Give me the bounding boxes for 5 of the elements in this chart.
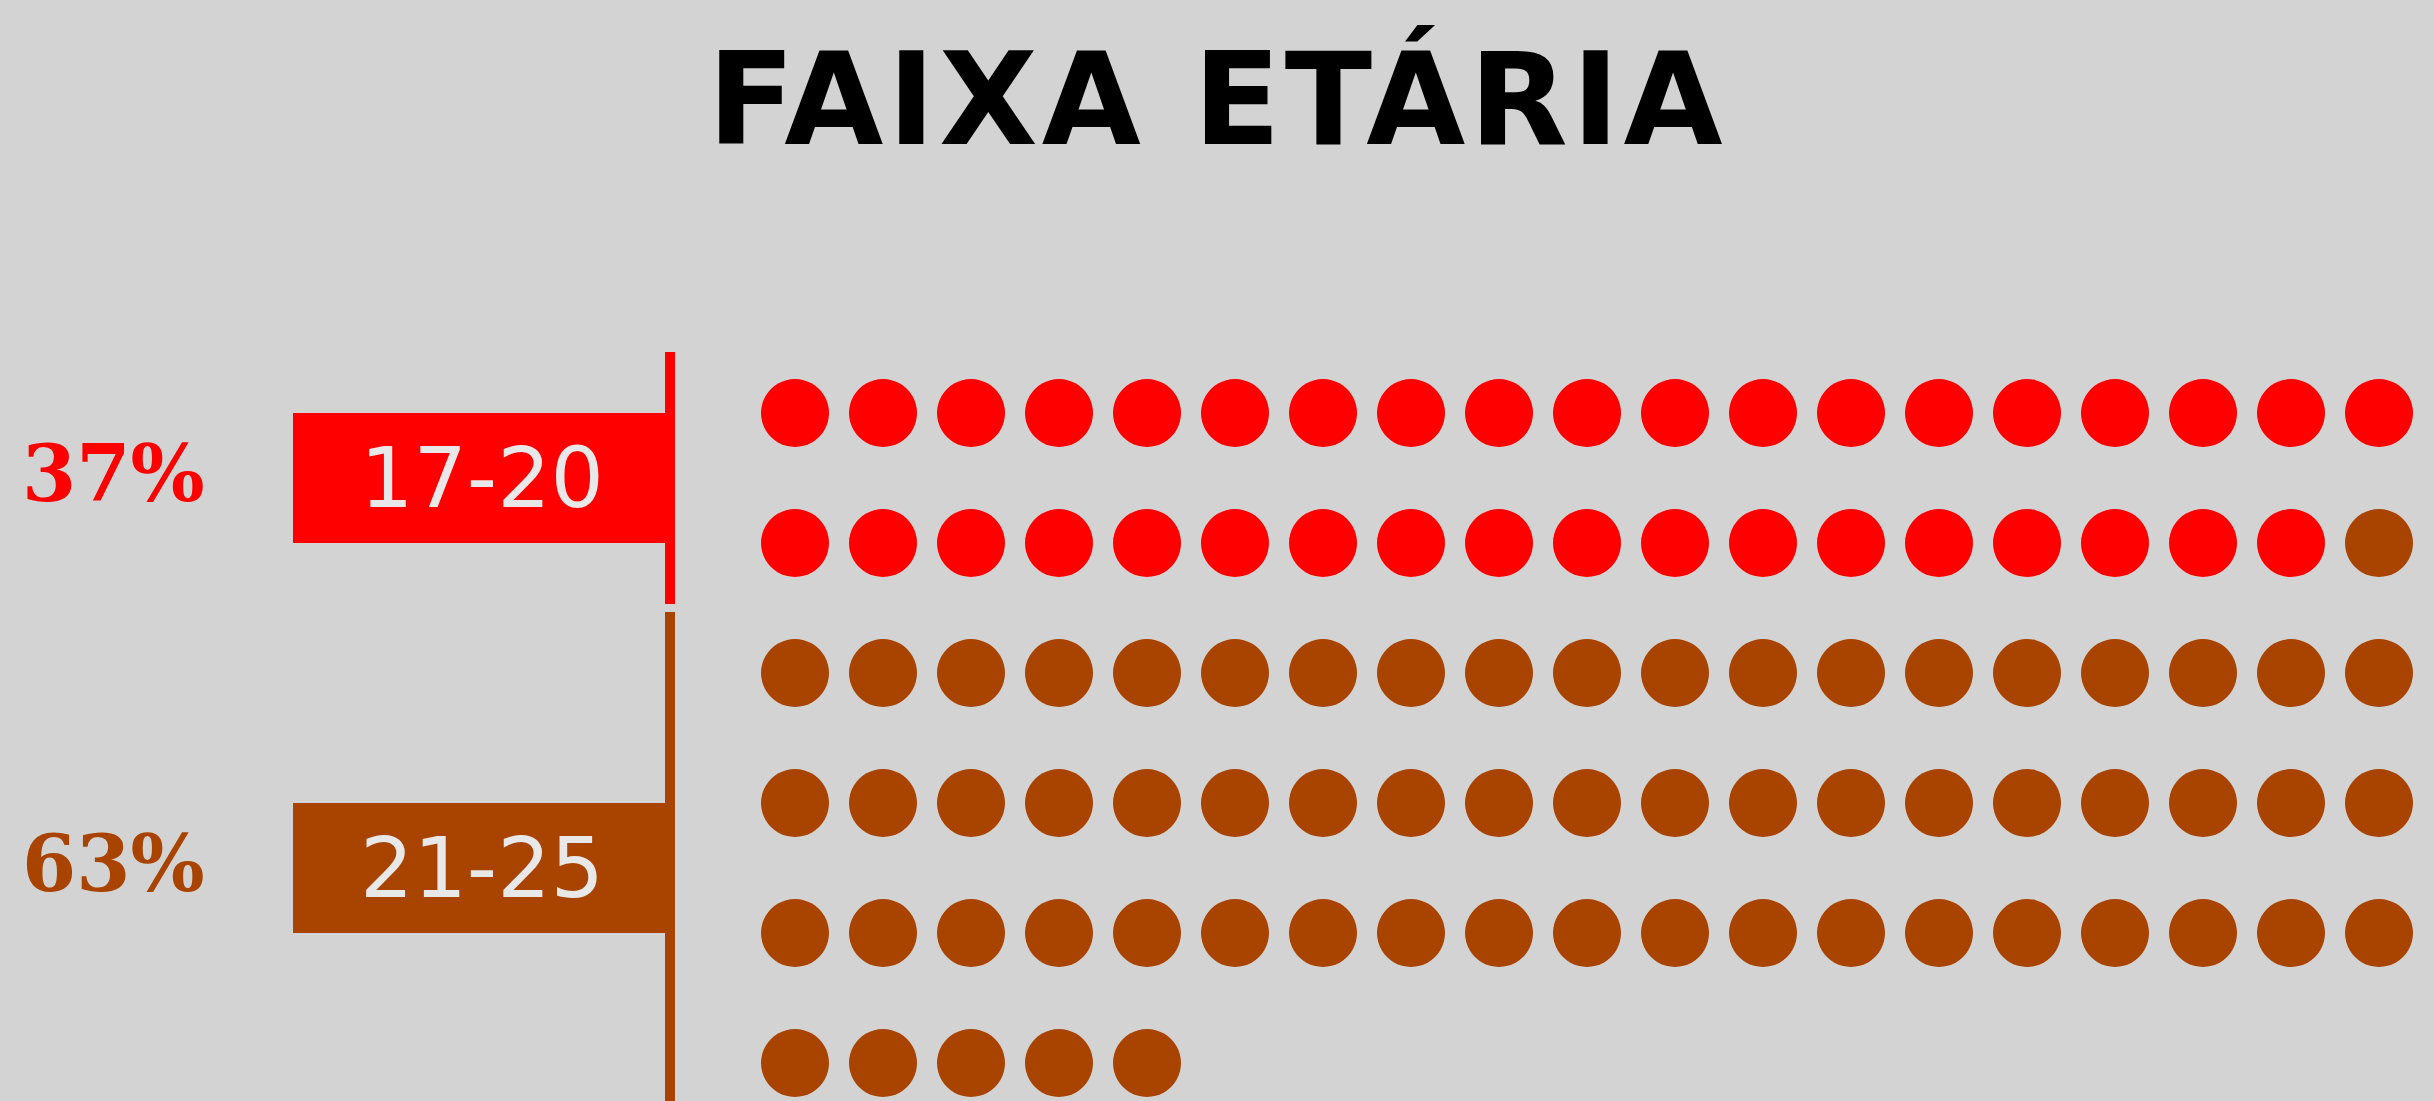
category-label: 17-20 bbox=[359, 429, 605, 527]
data-label: 37% bbox=[22, 428, 205, 521]
category-label: 21-25 bbox=[359, 819, 605, 917]
text: FAIXA ETÁRIA bbox=[706, 25, 1728, 174]
data-label: 63% bbox=[22, 818, 205, 911]
